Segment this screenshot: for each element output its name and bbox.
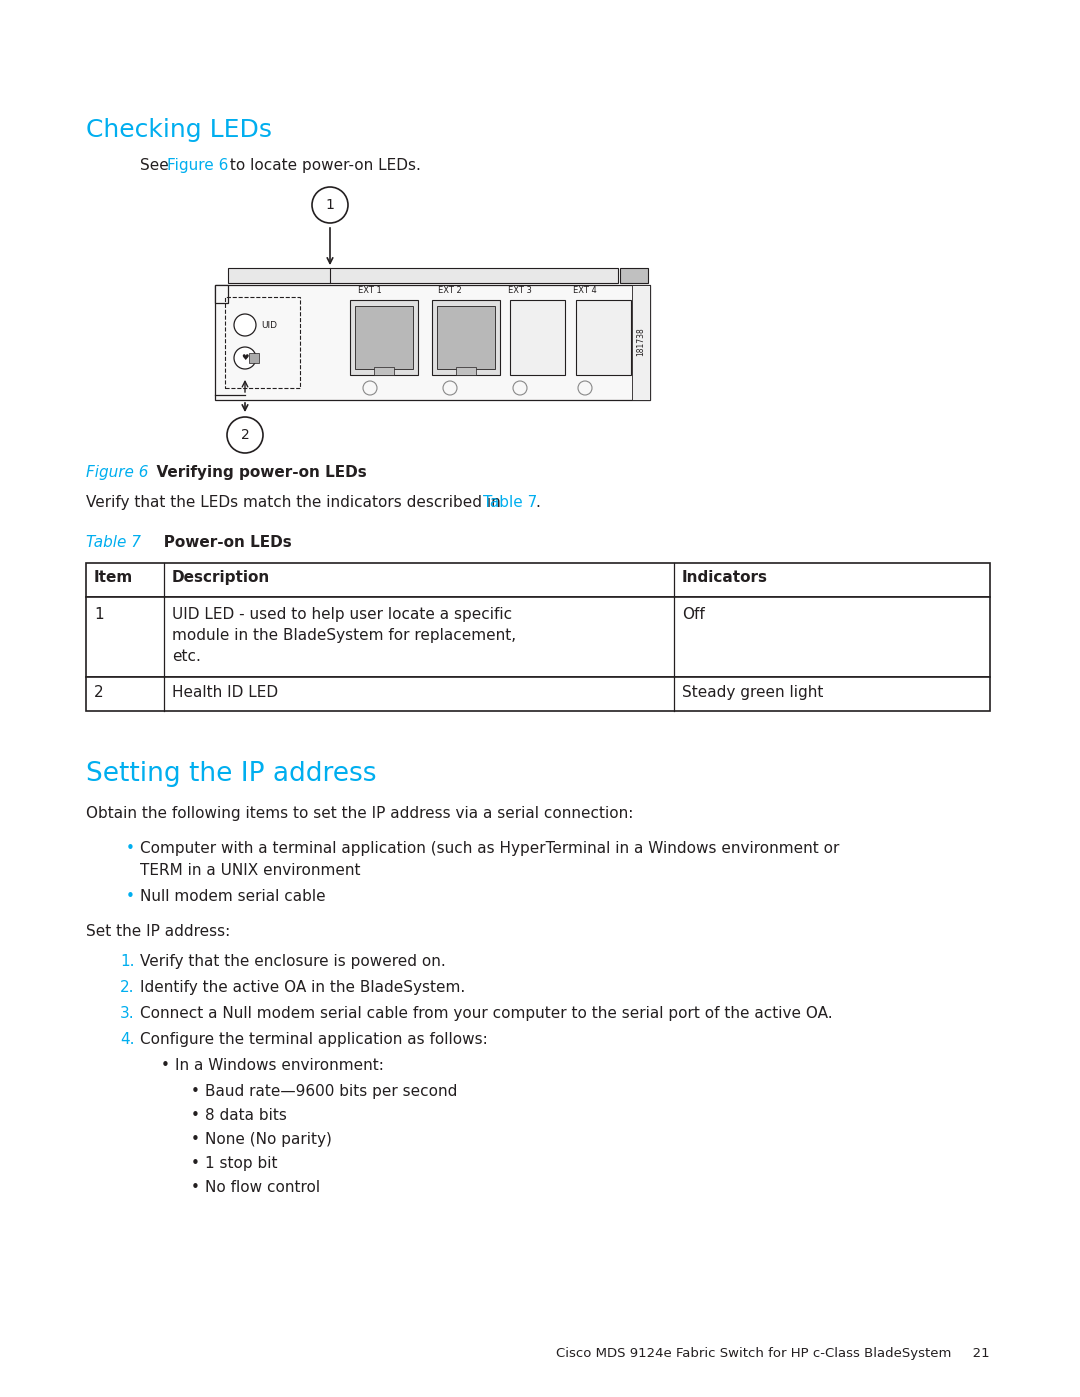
Text: Cisco MDS 9124e Fabric Switch for HP c-Class BladeSystem     21: Cisco MDS 9124e Fabric Switch for HP c-C… (556, 1347, 990, 1361)
Bar (215, 285, 650, 400)
Bar (215, 285, 228, 303)
Text: •: • (191, 1180, 200, 1194)
Text: Item: Item (94, 570, 133, 585)
Bar (86, 678, 990, 711)
Text: 2: 2 (94, 685, 104, 700)
Text: •: • (191, 1108, 200, 1123)
Text: •: • (191, 1084, 200, 1099)
Text: •: • (191, 1155, 200, 1171)
Text: 1 stop bit: 1 stop bit (205, 1155, 278, 1171)
Text: Identify the active OA in the BladeSystem.: Identify the active OA in the BladeSyste… (140, 981, 465, 995)
Text: No flow control: No flow control (205, 1180, 320, 1194)
Circle shape (234, 346, 256, 369)
Bar (374, 367, 394, 374)
Text: Steady green light: Steady green light (681, 685, 823, 700)
Text: 1: 1 (325, 198, 335, 212)
Text: Set the IP address:: Set the IP address: (86, 923, 230, 939)
Bar (355, 306, 413, 369)
Text: 8 data bits: 8 data bits (205, 1108, 287, 1123)
Bar (510, 300, 565, 374)
Bar (456, 367, 476, 374)
Bar (228, 268, 618, 284)
Text: •: • (126, 888, 135, 904)
Text: Figure 6: Figure 6 (167, 158, 228, 173)
Text: .: . (535, 495, 540, 510)
Text: Verify that the LEDs match the indicators described in: Verify that the LEDs match the indicator… (86, 495, 505, 510)
Bar (249, 353, 259, 363)
Text: EXT 2: EXT 2 (438, 286, 462, 295)
Text: UID: UID (261, 320, 276, 330)
Bar (432, 300, 500, 374)
Text: UID LED - used to help user locate a specific
module in the BladeSystem for repl: UID LED - used to help user locate a spe… (172, 608, 516, 664)
Text: Table 7: Table 7 (483, 495, 537, 510)
Text: 4.: 4. (120, 1032, 135, 1046)
Text: EXT 3: EXT 3 (508, 286, 532, 295)
Text: to locate power-on LEDs.: to locate power-on LEDs. (225, 158, 421, 173)
Text: Indicators: Indicators (681, 570, 768, 585)
Text: •: • (191, 1132, 200, 1147)
Text: Health ID LED: Health ID LED (172, 685, 279, 700)
Text: Connect a Null modem serial cable from your computer to the serial port of the a: Connect a Null modem serial cable from y… (140, 1006, 833, 1021)
Text: Computer with a terminal application (such as HyperTerminal in a Windows environ: Computer with a terminal application (su… (140, 841, 839, 856)
Text: Table 7: Table 7 (86, 535, 141, 550)
Text: Configure the terminal application as follows:: Configure the terminal application as fo… (140, 1032, 488, 1046)
Text: Null modem serial cable: Null modem serial cable (140, 888, 326, 904)
Text: Verify that the enclosure is powered on.: Verify that the enclosure is powered on. (140, 954, 446, 970)
Text: •: • (161, 1058, 170, 1073)
Text: TERM in a UNIX environment: TERM in a UNIX environment (140, 863, 361, 877)
Text: Checking LEDs: Checking LEDs (86, 117, 272, 142)
Text: Description: Description (172, 570, 270, 585)
Text: Setting the IP address: Setting the IP address (86, 761, 377, 787)
Text: EXT 4: EXT 4 (573, 286, 597, 295)
Text: 3.: 3. (120, 1006, 135, 1021)
Text: EXT 1: EXT 1 (359, 286, 382, 295)
Bar (225, 298, 300, 388)
Text: 2: 2 (241, 427, 249, 441)
Text: Verifying power-on LEDs: Verifying power-on LEDs (146, 465, 367, 481)
Text: Off: Off (681, 608, 705, 622)
Text: Obtain the following items to set the IP address via a serial connection:: Obtain the following items to set the IP… (86, 806, 633, 821)
Text: 1: 1 (94, 608, 104, 622)
Text: 181738: 181738 (636, 328, 646, 356)
Bar (576, 300, 631, 374)
Bar (632, 285, 650, 400)
Text: In a Windows environment:: In a Windows environment: (175, 1058, 383, 1073)
Bar (86, 597, 990, 678)
Bar (620, 268, 648, 284)
Text: ♥: ♥ (241, 353, 248, 362)
Text: 2.: 2. (120, 981, 135, 995)
Text: 1.: 1. (120, 954, 135, 970)
Text: Figure 6: Figure 6 (86, 465, 149, 481)
Text: Power-on LEDs: Power-on LEDs (148, 535, 292, 550)
Bar (437, 306, 495, 369)
Circle shape (234, 314, 256, 337)
Text: Baud rate—9600 bits per second: Baud rate—9600 bits per second (205, 1084, 457, 1099)
Text: See: See (140, 158, 174, 173)
Bar (350, 300, 418, 374)
Text: None (No parity): None (No parity) (205, 1132, 332, 1147)
Text: •: • (126, 841, 135, 856)
Bar (86, 563, 990, 597)
